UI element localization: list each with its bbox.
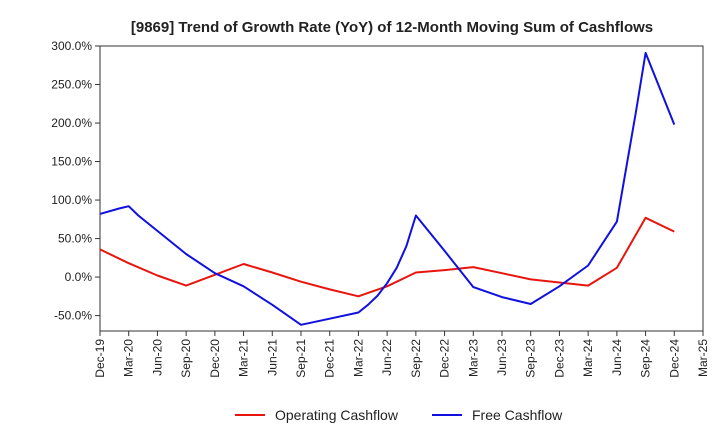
chart-title: [9869] Trend of Growth Rate (YoY) of 12-… bbox=[131, 19, 653, 36]
x-tick-label: Sep-22 bbox=[409, 339, 423, 378]
x-tick-label: Mar-25 bbox=[696, 339, 710, 377]
x-tick-label: Dec-19 bbox=[93, 339, 107, 378]
x-tick-label: Jun-22 bbox=[380, 339, 394, 376]
operating-cashflow-legend-label: Operating Cashflow bbox=[275, 407, 399, 423]
y-tick-label: 100.0% bbox=[51, 193, 92, 207]
x-tick-label: Sep-23 bbox=[524, 339, 538, 378]
y-tick-label: 150.0% bbox=[51, 155, 92, 169]
axes: -50.0% 0.0% 50.0% 100.0% 150.0% 200.0% 250.0% 3… bbox=[51, 39, 710, 378]
x-tick-label: Dec-24 bbox=[667, 339, 681, 378]
x-tick-label: Jun-21 bbox=[265, 339, 279, 376]
x-tick-label: Mar-24 bbox=[581, 339, 595, 377]
y-tick-label: 200.0% bbox=[51, 116, 92, 130]
series-lines bbox=[99, 51, 676, 326]
x-tick-label: Dec-23 bbox=[552, 339, 566, 378]
y-tick-label: 0.0% bbox=[65, 270, 93, 284]
x-tick-label: Mar-21 bbox=[237, 339, 251, 377]
free-cashflow-line bbox=[99, 51, 676, 326]
x-tick-label: Sep-21 bbox=[294, 339, 308, 378]
x-tick-label: Dec-22 bbox=[438, 339, 452, 378]
x-tick-label: Dec-20 bbox=[208, 339, 222, 378]
y-tick-label: 300.0% bbox=[51, 39, 92, 53]
x-tick-label: Mar-22 bbox=[351, 339, 365, 377]
x-tick-label: Mar-20 bbox=[122, 339, 136, 377]
y-tick-label: 50.0% bbox=[58, 232, 92, 246]
x-tick-label: Mar-23 bbox=[466, 339, 480, 377]
free-cashflow-legend-label: Free Cashflow bbox=[472, 407, 563, 423]
y-tick-label: -50.0% bbox=[54, 309, 92, 323]
x-tick-label: Jun-20 bbox=[150, 339, 164, 376]
plot-frame bbox=[99, 45, 704, 332]
x-tick-label: Jun-24 bbox=[610, 339, 624, 376]
y-tick-label: 250.0% bbox=[51, 78, 92, 92]
x-tick-label: Sep-24 bbox=[639, 339, 653, 378]
legend: Operating Cashflow Free Cashflow bbox=[235, 407, 563, 423]
operating-cashflow-line bbox=[99, 216, 675, 298]
x-tick-label: Sep-20 bbox=[179, 339, 193, 378]
x-tick-label: Dec-21 bbox=[323, 339, 337, 378]
x-tick-label: Jun-23 bbox=[495, 339, 509, 376]
